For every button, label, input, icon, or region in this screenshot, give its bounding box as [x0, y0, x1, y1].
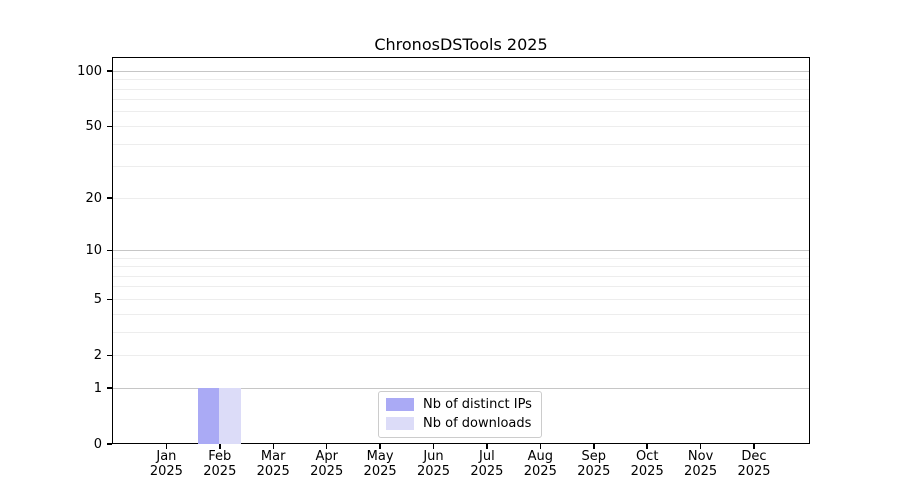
major-gridline-1 — [113, 387, 809, 389]
x-tick-label: Mar 2025 — [241, 449, 305, 479]
x-tick-label-year: 2025 — [684, 463, 718, 479]
y-tick-mark-2 — [107, 354, 112, 356]
y-tick-mark-0 — [107, 443, 112, 445]
minor-gridline-2 — [113, 354, 809, 356]
legend: Nb of distinct IPs Nb of downloads — [378, 391, 542, 438]
x-tick-mark-0 — [165, 444, 168, 449]
x-tick-label: Dec 2025 — [722, 449, 786, 479]
y-tick-label: 20 — [85, 190, 102, 206]
y-tick-mark-1 — [107, 387, 112, 389]
x-tick-label-year: 2025 — [149, 463, 183, 479]
y-tick-label: 5 — [93, 291, 102, 307]
minor-gridline-50 — [113, 125, 809, 127]
x-tick-mark-7 — [539, 444, 542, 449]
x-tick-label: Aug 2025 — [508, 449, 572, 479]
x-tick-label: Sep 2025 — [562, 449, 626, 479]
x-tick-label-year: 2025 — [310, 463, 344, 479]
x-tick-mark-2 — [272, 444, 274, 449]
minor-gridline-90 — [113, 79, 809, 81]
x-tick-mark-10 — [699, 444, 702, 449]
y-tick-mark-5 — [107, 298, 112, 300]
x-tick-label-year: 2025 — [577, 463, 611, 479]
x-tick-label-year: 2025 — [470, 463, 504, 479]
x-tick-label-year: 2025 — [416, 463, 451, 479]
minor-gridline-5 — [113, 298, 809, 300]
x-tick-mark-1 — [219, 444, 221, 449]
x-tick-label: Jul 2025 — [455, 449, 519, 479]
x-tick-mark-4 — [379, 444, 381, 449]
legend-label: Nb of downloads — [423, 416, 532, 431]
y-tick-mark-10 — [107, 249, 112, 252]
x-tick-label-year: 2025 — [523, 463, 557, 479]
x-tick-label: Nov 2025 — [669, 449, 733, 479]
legend-row: Nb of downloads — [386, 416, 532, 431]
x-tick-mark-11 — [753, 444, 755, 449]
y-tick-mark-50 — [107, 125, 112, 128]
x-tick-label: Jan 2025 — [134, 449, 198, 479]
y-tick-label: 50 — [85, 118, 102, 134]
x-tick-label: Apr 2025 — [295, 449, 359, 479]
legend-row: Nb of distinct IPs — [386, 397, 532, 412]
minor-gridline-9 — [113, 257, 809, 259]
legend-label: Nb of distinct IPs — [423, 397, 532, 412]
minor-gridline-4 — [113, 313, 809, 315]
legend-swatch — [386, 398, 414, 411]
y-tick-label: 10 — [85, 242, 102, 258]
y-tick-label: 2 — [93, 347, 102, 363]
minor-gridline-80 — [113, 88, 809, 90]
minor-gridline-20 — [113, 197, 809, 199]
minor-gridline-30 — [113, 166, 809, 168]
x-tick-label: Jun 2025 — [402, 449, 466, 479]
y-tick-label: 0 — [93, 436, 102, 452]
minor-gridline-60 — [113, 111, 809, 113]
x-tick-mark-6 — [486, 444, 488, 449]
x-tick-label-year: 2025 — [256, 463, 290, 479]
bar-nb-of-downloads-feb-2025 — [219, 387, 241, 444]
major-gridline-100 — [113, 70, 809, 72]
x-tick-label: Feb 2025 — [188, 449, 252, 479]
y-tick-mark-20 — [107, 197, 112, 199]
y-tick-label: 1 — [93, 380, 102, 396]
plot-area — [112, 57, 810, 444]
minor-gridline-70 — [113, 99, 809, 101]
minor-gridline-7 — [113, 275, 809, 277]
x-tick-mark-5 — [432, 444, 435, 449]
x-tick-label: Oct 2025 — [615, 449, 679, 479]
minor-gridline-8 — [113, 266, 809, 267]
minor-gridline-3 — [113, 331, 809, 333]
x-tick-mark-3 — [325, 444, 328, 449]
minor-gridline-40 — [113, 143, 809, 145]
x-tick-mark-8 — [593, 444, 595, 449]
chart-title: ChronosDSTools 2025 — [374, 35, 548, 54]
bar-nb-of-distinct-ips-feb-2025 — [197, 387, 220, 444]
minor-gridline-6 — [113, 286, 809, 288]
major-gridline-10 — [113, 249, 809, 251]
x-tick-label-year: 2025 — [630, 463, 664, 479]
x-tick-label-year: 2025 — [363, 463, 397, 479]
x-tick-mark-9 — [646, 444, 648, 449]
x-tick-label: May 2025 — [348, 449, 412, 479]
x-tick-label-year: 2025 — [737, 463, 771, 479]
x-tick-label-year: 2025 — [203, 463, 237, 479]
legend-swatch — [386, 417, 414, 430]
y-tick-label: 100 — [77, 63, 102, 79]
y-tick-mark-100 — [107, 70, 112, 72]
